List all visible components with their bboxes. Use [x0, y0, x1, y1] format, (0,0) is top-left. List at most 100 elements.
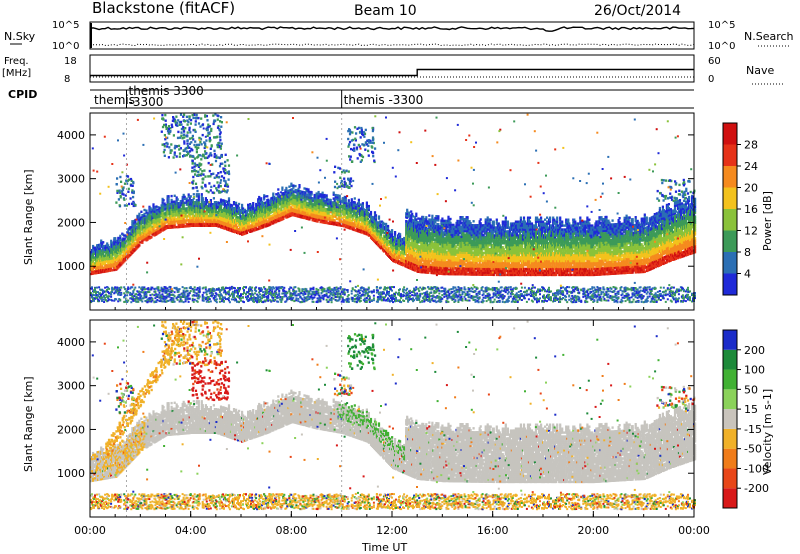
- power-cell: [174, 301, 176, 303]
- power-cell: [209, 298, 211, 300]
- power-cell: [93, 294, 95, 296]
- nave-tick-top: 60: [708, 56, 721, 67]
- power-cell: [138, 213, 140, 215]
- power-cell: [205, 286, 207, 288]
- power-cell: [235, 299, 237, 301]
- power-cell: [115, 298, 117, 300]
- power-cell: [196, 193, 198, 195]
- power-cell: [228, 299, 230, 301]
- power-cell: [164, 290, 166, 292]
- power-cell: [171, 195, 173, 197]
- power-cell: [202, 294, 204, 296]
- power-cell: [154, 288, 156, 290]
- power-cell: [152, 203, 154, 205]
- power-cell: [111, 291, 113, 293]
- power-cell: [117, 237, 119, 239]
- power-cell: [93, 253, 95, 255]
- power-cell: [100, 240, 102, 242]
- power-cell: [168, 300, 170, 302]
- power-cell: [238, 301, 240, 303]
- station-title: Blackstone (fitACF): [92, 0, 235, 17]
- power-cell: [148, 291, 150, 293]
- power-cell: [150, 236, 152, 238]
- power-cell: [168, 290, 170, 292]
- power-cell: [227, 287, 229, 289]
- cpid-entries: themisthemis 3300-3300 themis -3300: [94, 84, 423, 109]
- power-cell: [228, 297, 230, 299]
- power-cell: [93, 300, 95, 302]
- power-cell: [216, 301, 218, 303]
- power-cell: [188, 295, 190, 297]
- freq-label: Freq.: [4, 56, 29, 67]
- power-cell: [147, 287, 149, 289]
- power-cell: [236, 301, 238, 303]
- power-cell: [199, 296, 201, 298]
- nave-tick-bottom: 0: [708, 74, 714, 85]
- power-cell: [151, 287, 153, 289]
- power-cell: [119, 235, 121, 237]
- power-cell: [189, 298, 191, 300]
- power-cell: [135, 226, 137, 228]
- freq-tick-top: 18: [64, 56, 77, 67]
- power-cell: [237, 294, 239, 296]
- nsky-tick-bottom: 10^0: [52, 41, 79, 52]
- power-cell: [224, 290, 226, 292]
- power-cell: [146, 301, 148, 303]
- power-cell: [117, 300, 119, 302]
- power-cell: [108, 299, 110, 301]
- power-cell: [228, 197, 230, 199]
- power-cell: [110, 296, 112, 298]
- power-cell: [150, 208, 152, 210]
- cpid-label: CPID: [8, 88, 37, 101]
- power-cell: [208, 296, 210, 298]
- nsearch-tick-top: 10^5: [708, 20, 735, 31]
- power-cell: [215, 296, 217, 298]
- power-cell: [183, 301, 185, 303]
- power-cell: [166, 297, 168, 299]
- power-cell: [214, 290, 216, 292]
- power-cell: [188, 193, 190, 195]
- power-cell: [97, 291, 99, 293]
- power-cell: [119, 289, 121, 291]
- power-cell: [163, 199, 165, 201]
- radar-summary-plot: Blackstone (fitACF) Beam 10 26/Oct/2014 …: [0, 0, 800, 554]
- power-cell: [172, 222, 174, 224]
- power-cell: [238, 207, 240, 209]
- power-cell: [106, 289, 108, 291]
- power-cell: [235, 202, 237, 204]
- power-cell: [140, 211, 142, 213]
- power-cell: [96, 287, 98, 289]
- power-cell: [115, 292, 117, 294]
- power-cell: [213, 197, 215, 199]
- date-title: 26/Oct/2014: [594, 3, 681, 19]
- power-cell: [130, 301, 132, 303]
- power-cell: [140, 295, 142, 297]
- power-cell: [154, 297, 156, 299]
- power-cell: [98, 300, 100, 302]
- power-cell: [145, 210, 147, 212]
- power-cell: [105, 294, 107, 296]
- power-cell: [167, 287, 169, 289]
- nsky-label: N.Sky: [4, 30, 36, 43]
- power-cell: [159, 292, 161, 294]
- power-cell: [143, 209, 145, 211]
- power-cell: [203, 300, 205, 302]
- power-cell: [233, 294, 235, 296]
- power-cell: [103, 267, 105, 269]
- power-cell: [153, 294, 155, 296]
- nsky-tick-top: 10^5: [52, 20, 79, 31]
- power-cell: [231, 298, 233, 300]
- power-cell: [151, 294, 153, 296]
- power-cell: [190, 290, 192, 292]
- cpid-entry: -3300: [128, 95, 163, 109]
- power-cell: [238, 203, 240, 205]
- power-cell: [98, 286, 100, 288]
- power-cell: [91, 288, 93, 290]
- power-cell: [202, 197, 204, 199]
- power-cell: [174, 291, 176, 293]
- power-cell: [138, 286, 140, 288]
- power-cell: [219, 301, 221, 303]
- power-cell: [127, 288, 129, 290]
- power-cell: [151, 298, 153, 300]
- power-cell: [189, 292, 191, 294]
